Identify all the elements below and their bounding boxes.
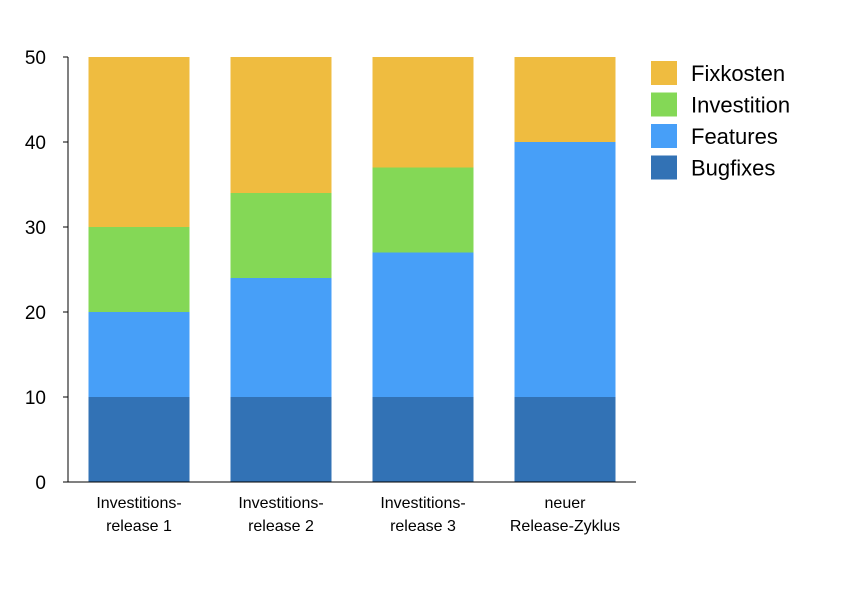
legend-swatch-features <box>651 124 677 148</box>
x-category-label: Investitions-release 3 <box>380 495 465 535</box>
x-category-label-line: Investitions- <box>96 495 181 512</box>
legend-label-fixkosten: Fixkosten <box>691 61 785 86</box>
x-category-label-line: neuer <box>545 495 587 512</box>
legend-label-investition: Investition <box>691 93 790 118</box>
bar-segment-features-3 <box>372 252 474 397</box>
bars-group <box>88 57 616 482</box>
bar-segment-features-4 <box>514 142 616 397</box>
bar-segment-bugfixes-3 <box>372 397 474 482</box>
y-axis-ticks: 0 10 20 30 40 50 <box>25 48 68 494</box>
bar-segment-investition-3 <box>372 167 474 253</box>
x-category-label-line: Release-Zyklus <box>510 518 620 535</box>
bar-segment-fixkosten-1 <box>88 57 190 227</box>
x-category-label: Investitions-release 2 <box>238 495 323 535</box>
x-axis-labels: Investitions-release 1Investitions-relea… <box>96 495 620 535</box>
y-tick-label: 10 <box>25 388 46 409</box>
y-tick-label: 30 <box>25 218 46 239</box>
bar-segment-features-1 <box>88 312 190 397</box>
x-category-label-line: Investitions- <box>380 495 465 512</box>
legend-swatch-investition <box>651 92 677 117</box>
bar-segment-bugfixes-2 <box>230 397 332 482</box>
bar-segment-investition-1 <box>88 227 190 312</box>
bar-segment-fixkosten-3 <box>372 57 474 168</box>
x-category-label-line: release 2 <box>248 518 314 535</box>
x-category-label: neuer Release-Zyklus <box>510 495 620 535</box>
legend-swatch-bugfixes <box>651 155 677 180</box>
y-tick-label: 40 <box>25 133 46 154</box>
legend-swatch-fixkosten <box>651 61 677 85</box>
bar-segment-features-2 <box>230 278 332 397</box>
legend-label-bugfixes: Bugfixes <box>691 156 775 181</box>
x-category-label-line: release 3 <box>390 518 456 535</box>
bar-segment-fixkosten-4 <box>514 57 616 142</box>
y-tick-label: 0 <box>35 473 46 494</box>
legend-label-features: Features <box>691 124 778 149</box>
bar-segment-bugfixes-4 <box>514 397 616 482</box>
x-category-label: Investitions-release 1 <box>96 495 181 535</box>
x-category-label-line: release 1 <box>106 518 172 535</box>
bar-segment-fixkosten-2 <box>230 57 332 193</box>
legend: Fixkosten Investition Features Bugfixes <box>651 61 790 181</box>
y-tick-label: 50 <box>25 48 46 69</box>
bar-segment-bugfixes-1 <box>88 397 190 482</box>
y-tick-label: 20 <box>25 303 46 324</box>
bar-segment-investition-2 <box>230 193 332 278</box>
x-category-label-line: Investitions- <box>238 495 323 512</box>
